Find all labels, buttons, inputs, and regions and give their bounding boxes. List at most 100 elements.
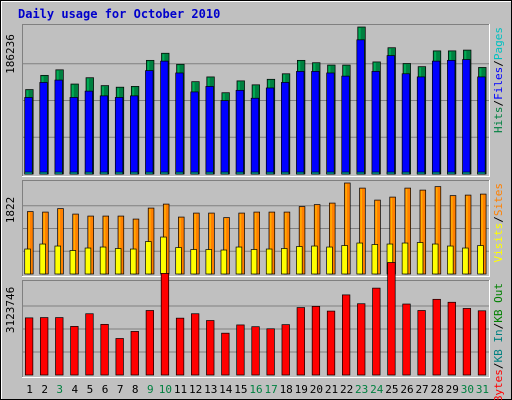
- panel-2-max-label: 3123746: [4, 287, 17, 333]
- bar-highlight: [224, 218, 227, 273]
- bar-kbytes-day-17: [266, 328, 275, 376]
- bar-pages-day-7: [114, 171, 124, 175]
- bar-visits-day-16: [250, 249, 258, 275]
- x-tick-label-day-7: 7: [117, 383, 124, 396]
- bar-pages-day-15: [235, 171, 244, 175]
- legend-entry: Files: [492, 67, 505, 100]
- bar-pages-day-27: [416, 171, 426, 175]
- bar-highlight: [372, 72, 375, 173]
- x-tick-label-day-2: 2: [41, 383, 48, 396]
- bar-visits-day-24: [371, 244, 379, 275]
- bar-visits-day-17: [265, 248, 273, 275]
- bar-highlight: [221, 101, 224, 173]
- bar-pages-day-11: [175, 171, 184, 175]
- bar-highlight: [357, 244, 360, 273]
- x-tick-label-day-30: 30: [461, 383, 474, 396]
- bar-kbytes-day-29: [447, 301, 456, 376]
- bar-pages-day-21: [326, 171, 335, 175]
- bar-highlight: [403, 305, 406, 374]
- bar-visits-day-31: [477, 245, 484, 275]
- x-tick-label-day-16: 16: [249, 383, 262, 396]
- bar-highlight: [449, 303, 451, 374]
- bar-kbytes-day-25: [387, 262, 396, 376]
- bar-highlight: [252, 250, 254, 273]
- bar-highlight: [191, 92, 194, 173]
- legend-entry: KB In: [492, 329, 505, 362]
- bar-highlight: [433, 300, 436, 374]
- bar-highlight: [358, 304, 361, 374]
- legend-entry: /: [492, 363, 505, 370]
- bar-highlight: [147, 311, 149, 374]
- bar-highlight: [101, 96, 104, 173]
- bar-kbytes-day-27: [417, 310, 426, 376]
- bar-highlight: [298, 308, 300, 374]
- bar-highlight: [345, 184, 347, 273]
- x-tick-label-day-20: 20: [310, 383, 323, 396]
- bar-highlight: [433, 62, 436, 173]
- x-tick-label-day-19: 19: [295, 383, 308, 396]
- bar-pages-day-18: [281, 171, 290, 175]
- x-tick-label-day-27: 27: [415, 383, 428, 396]
- legend-entry: KBytes: [492, 369, 505, 400]
- bar-pages-day-20: [311, 171, 320, 175]
- bar-highlight: [464, 309, 467, 374]
- bar-highlight: [388, 263, 391, 374]
- bar-kbytes-day-7: [115, 338, 124, 376]
- bar-highlight: [86, 314, 89, 374]
- bar-highlight: [327, 73, 330, 173]
- bar-highlight: [478, 77, 481, 173]
- x-tick-label-day-6: 6: [102, 383, 109, 396]
- bar-visits-day-28: [431, 243, 439, 275]
- bar-highlight: [192, 314, 195, 374]
- bar-highlight: [40, 245, 43, 273]
- bar-visits-day-12: [190, 249, 197, 275]
- bar-kbytes-day-1: [24, 317, 34, 376]
- legend-entry: Sites: [492, 183, 505, 216]
- bar-highlight: [194, 214, 196, 273]
- bar-visits-day-13: [205, 249, 212, 275]
- bar-visits-day-21: [326, 246, 333, 275]
- bar-highlight: [282, 249, 284, 273]
- legend-entry: Hits: [492, 107, 505, 134]
- bar-highlight: [40, 83, 43, 173]
- x-tick-label-day-8: 8: [132, 383, 139, 396]
- bar-highlight: [237, 91, 239, 173]
- bar-highlight: [176, 248, 179, 273]
- bar-highlight: [269, 213, 272, 273]
- legend-entry: Pages: [492, 27, 505, 60]
- bar-highlight: [101, 325, 104, 374]
- bar-highlight: [403, 244, 405, 273]
- bar-highlight: [56, 318, 59, 374]
- legend-entry: /: [492, 216, 505, 223]
- bar-highlight: [343, 295, 346, 374]
- bar-highlight: [451, 196, 453, 273]
- bar-highlight: [312, 72, 315, 173]
- x-tick-label-day-12: 12: [189, 383, 202, 396]
- bar-highlight: [206, 87, 209, 173]
- bar-highlight: [25, 250, 28, 273]
- bar-highlight: [88, 217, 91, 273]
- bar-kbytes-day-5: [85, 313, 94, 376]
- bar-highlight: [327, 248, 330, 273]
- x-tick-label-day-14: 14: [219, 383, 233, 396]
- bar-highlight: [55, 81, 58, 173]
- bar-highlight: [448, 61, 451, 173]
- bar-kbytes-day-22: [342, 294, 351, 376]
- bar-highlight: [267, 88, 270, 173]
- bar-pages-day-23: [356, 171, 365, 175]
- bar-visits-day-14: [220, 249, 228, 275]
- bar-highlight: [403, 74, 406, 173]
- bar-highlight: [418, 243, 420, 273]
- bar-highlight: [285, 213, 287, 273]
- x-tick-label-day-4: 4: [72, 383, 79, 396]
- bar-highlight: [179, 218, 181, 273]
- legend-entry: KB Out: [492, 283, 505, 323]
- bar-highlight: [176, 73, 179, 173]
- bar-visits-day-7: [114, 248, 122, 275]
- bar-highlight: [131, 96, 134, 173]
- x-tick-label-day-11: 11: [174, 383, 187, 396]
- bar-highlight: [237, 325, 240, 374]
- bar-kbytes-day-6: [100, 323, 109, 376]
- bar-highlight: [161, 62, 164, 173]
